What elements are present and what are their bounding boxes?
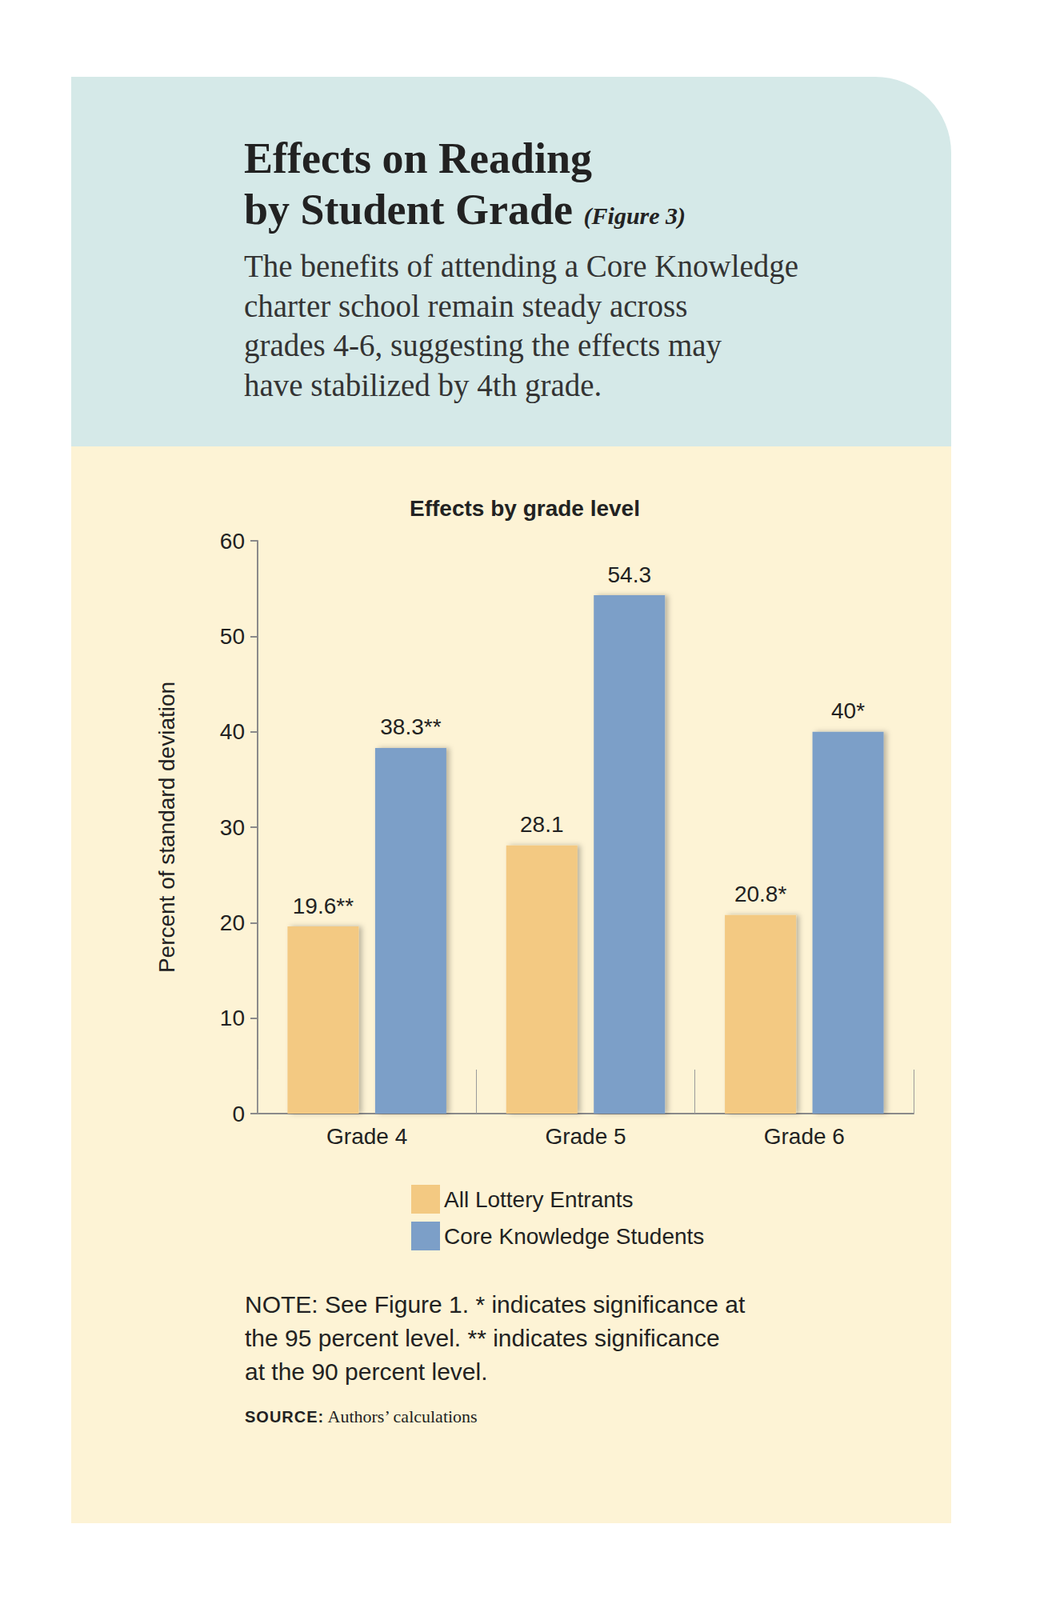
svg-text:Effects by grade level: Effects by grade level bbox=[409, 496, 640, 521]
html-text:Effects on Reading: Effects on Reading bbox=[244, 134, 592, 183]
svg-text:Core Knowledge Students: Core Knowledge Students bbox=[444, 1224, 704, 1249]
svg-text:Grade 4: Grade 4 bbox=[326, 1124, 408, 1149]
html-text:have stabilized by 4th grade.: have stabilized by 4th grade. bbox=[244, 367, 602, 402]
svg-text:Percent of standard deviation: Percent of standard deviation bbox=[154, 681, 180, 973]
svg-text:28.1: 28.1 bbox=[520, 812, 564, 837]
svg-text:50: 50 bbox=[220, 624, 245, 649]
svg-text:10: 10 bbox=[220, 1005, 245, 1031]
svg-text:20: 20 bbox=[220, 910, 245, 936]
html-text:SOURCE: Authors’ calculations: SOURCE: Authors’ calculations bbox=[244, 1406, 478, 1427]
html-text:charter school remain steady a: charter school remain steady across bbox=[244, 288, 688, 323]
html-text:grades 4-6, suggesting the eff: grades 4-6, suggesting the effects may bbox=[244, 328, 722, 363]
svg-text:40: 40 bbox=[220, 719, 245, 744]
svg-text:Grade 5: Grade 5 bbox=[544, 1124, 626, 1149]
svg-text:54.3: 54.3 bbox=[607, 562, 652, 588]
html-text:at the 90 percent level.: at the 90 percent level. bbox=[244, 1358, 488, 1385]
html-text:NOTE: See Figure 1. * indicate: NOTE: See Figure 1. * indicates signific… bbox=[244, 1291, 746, 1318]
svg-text:40*: 40* bbox=[831, 698, 865, 724]
svg-text:0: 0 bbox=[232, 1101, 245, 1127]
svg-text:38.3**: 38.3** bbox=[380, 714, 441, 740]
svg-text:30: 30 bbox=[220, 815, 245, 840]
svg-text:All Lottery Entrants: All Lottery Entrants bbox=[444, 1187, 634, 1212]
svg-text:Grade 6: Grade 6 bbox=[764, 1124, 845, 1149]
html-text:the 95 percent level. ** indic: the 95 percent level. ** indicates signi… bbox=[244, 1324, 720, 1352]
svg-text:20.8*: 20.8* bbox=[734, 881, 787, 907]
html-text:The benefits of attending a Co: The benefits of attending a Core Knowled… bbox=[244, 248, 799, 284]
html-text:by Student Grade (Figure 3): by Student Grade (Figure 3) bbox=[244, 185, 686, 234]
svg-text:60: 60 bbox=[220, 528, 245, 554]
svg-text:19.6**: 19.6** bbox=[292, 893, 354, 919]
